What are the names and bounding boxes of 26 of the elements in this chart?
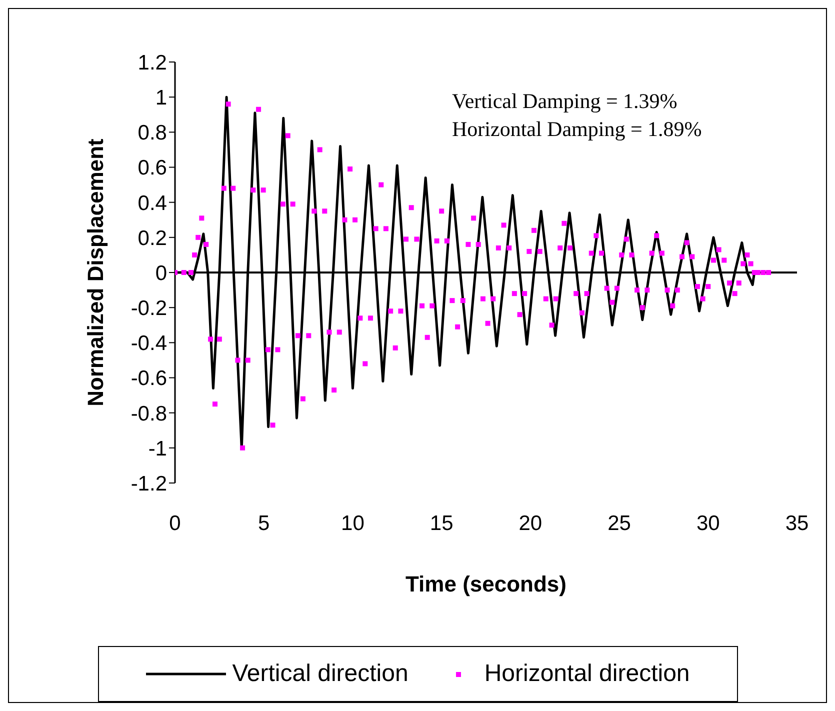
x-tick-label: 15 xyxy=(430,512,454,535)
annotation: Vertical Damping = 1.39% xyxy=(452,88,678,115)
y-tick-label: -0.4 xyxy=(130,332,168,356)
x-tick-label: 25 xyxy=(608,512,631,535)
y-tick-label: 0.2 xyxy=(138,226,167,250)
y-tick-label: 0 xyxy=(155,262,167,285)
y-tick-label: -1.2 xyxy=(130,472,167,496)
x-tick-label: 10 xyxy=(341,512,364,535)
y-tick-label: 0.8 xyxy=(138,122,167,145)
y-tick-label: 1 xyxy=(155,86,167,110)
x-tick-label: 35 xyxy=(785,512,809,535)
y-tick-label: 1.2 xyxy=(138,51,167,74)
x-tick-label: 20 xyxy=(518,512,542,535)
y-tick-label: 0.6 xyxy=(138,156,167,180)
legend-label: Vertical direction xyxy=(232,660,408,688)
y-axis-title: Normalized Displacement xyxy=(82,138,108,406)
y-tick-label: -0.8 xyxy=(130,402,167,426)
x-tick-label: 30 xyxy=(696,512,720,535)
y-tick-label: -0.6 xyxy=(130,367,167,390)
legend-label: Horizontal direction xyxy=(484,660,690,688)
annotation: Horizontal Damping = 1.89% xyxy=(452,116,702,143)
x-tick-label: 5 xyxy=(258,512,270,535)
x-axis-title: Time (seconds) xyxy=(406,572,566,597)
y-tick-label: -0.2 xyxy=(130,297,167,320)
y-tick-label: -1 xyxy=(148,437,167,460)
y-tick-label: 0.4 xyxy=(138,192,168,215)
